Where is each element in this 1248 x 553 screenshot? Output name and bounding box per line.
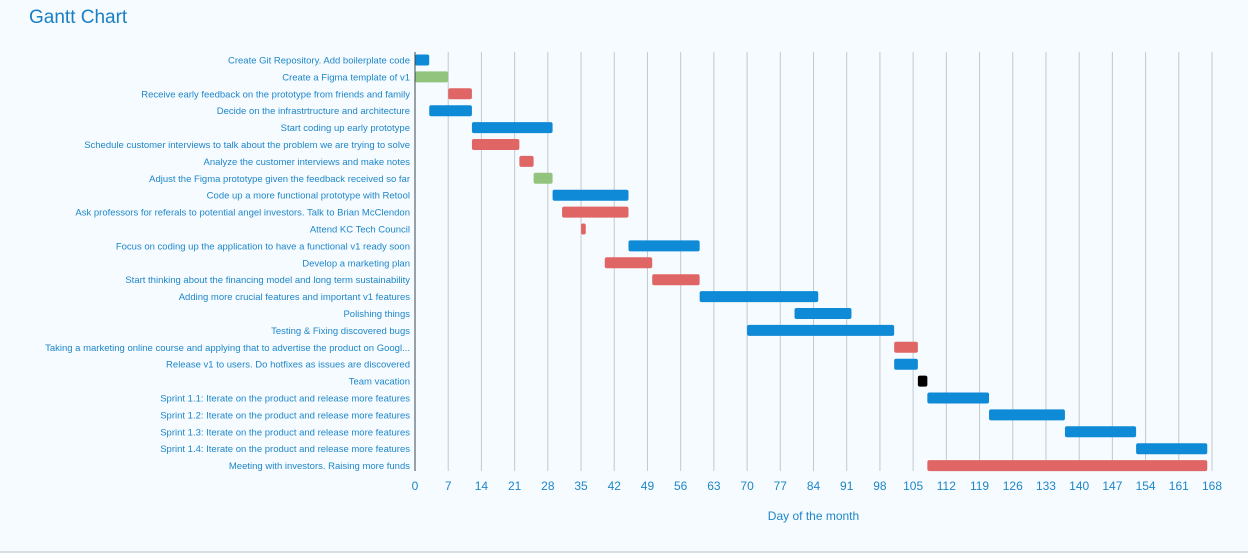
task-label: Sprint 1.3: Iterate on the product and r… [160,427,410,438]
task-bar[interactable] [429,105,472,117]
task-label: Start thinking about the financing model… [125,275,410,286]
task-bar[interactable] [471,122,553,134]
task-bar[interactable] [794,308,852,319]
task-bar[interactable] [699,291,819,303]
task-bar[interactable] [1136,443,1208,455]
task-label: Meeting with investors. Raising more fun… [229,461,410,472]
x-tick-label: 154 [1136,479,1156,493]
task-label: Create a Figma template of v1 [282,72,410,83]
x-tick-label: 49 [641,479,655,493]
task-label: Receive early feedback on the prototype … [141,89,410,100]
task-bar[interactable] [628,240,700,252]
x-axis-title: Day of the month [768,509,859,523]
task-bar[interactable] [917,375,928,387]
task-label: Polishing things [343,309,410,320]
bottom-border [0,551,1248,553]
task-bar[interactable] [652,274,700,286]
task-bar[interactable] [747,324,895,336]
task-label: Testing & Fixing discovered bugs [271,326,410,337]
x-tick-label: 161 [1169,479,1189,493]
x-tick-label: 63 [707,479,721,493]
x-tick-label: 35 [574,479,588,493]
task-label: Sprint 1.1: Iterate on the product and r… [160,394,410,405]
x-tick-label: 21 [508,479,522,493]
x-tick-label: 119 [970,479,989,493]
task-label: Ask professors for referals to potential… [75,208,410,219]
x-tick-label: 91 [840,479,854,493]
task-bar[interactable] [415,54,430,66]
task-bar[interactable] [1064,426,1137,438]
x-tick-label: 105 [903,479,923,493]
x-tick-label: 84 [807,479,821,493]
x-tick-label: 0 [412,479,419,493]
task-bars [415,54,1208,472]
task-bar[interactable] [989,409,1065,421]
task-label: Develop a marketing plan [302,258,410,269]
x-tick-label: 42 [608,479,622,493]
task-bar[interactable] [552,189,629,201]
x-tick-label: 28 [541,479,555,493]
task-bar[interactable] [533,172,553,184]
x-tick-label: 98 [873,479,887,493]
task-label: Adjust the Figma prototype given the fee… [149,174,410,185]
x-tick-label: 70 [740,479,754,493]
task-bar[interactable] [894,358,918,370]
x-tick-label: 147 [1102,479,1122,493]
x-tick-label: 77 [774,479,788,493]
task-labels: Create Git Repository. Add boilerplate c… [45,56,410,473]
x-tick-label: 7 [445,479,452,493]
x-tick-label: 133 [1036,479,1056,493]
task-label: Analyze the customer interviews and make… [204,157,411,168]
task-bar[interactable] [927,460,1208,472]
task-label: Attend KC Tech Council [310,225,410,236]
task-bar[interactable] [894,341,918,353]
grid-lines [447,52,1213,471]
x-tick-label: 56 [674,479,688,493]
task-bar[interactable] [562,206,629,218]
task-bar[interactable] [927,392,990,404]
x-tick-label: 126 [1003,479,1023,493]
task-label: Focus on coding up the application to ha… [116,241,410,252]
x-tick-label: 168 [1202,479,1222,493]
x-tick-label: 14 [475,479,489,493]
task-label: Decide on the infrastrtructure and archi… [217,106,410,117]
task-bar[interactable] [581,223,586,235]
task-bar[interactable] [519,155,534,167]
task-label: Release v1 to users. Do hotfixes as issu… [166,360,410,371]
task-label: Taking a marketing online course and app… [45,343,410,354]
task-label: Team vacation [349,377,410,388]
x-axis-ticks: 0 7 14 21 28 35 42 49 56 63 70 77 84 91 98 105 112 119 126… [412,479,1223,493]
task-bar[interactable] [448,88,472,100]
task-label: Sprint 1.4: Iterate on the product and r… [160,444,410,455]
task-bar[interactable] [604,257,653,269]
task-label: Code up a more functional prototype with… [207,191,410,202]
chart-title: Gantt Chart [29,7,128,28]
x-tick-label: 140 [1069,479,1089,493]
task-label: Sprint 1.2: Iterate on the product and r… [160,410,410,421]
task-label: Adding more crucial features and importa… [179,292,411,303]
task-label: Schedule customer interviews to talk abo… [84,140,410,151]
x-tick-label: 112 [937,479,956,493]
task-bar[interactable] [471,139,520,150]
task-label: Start coding up early prototype [281,123,410,134]
task-label: Create Git Repository. Add boilerplate c… [228,56,410,67]
task-bar[interactable] [415,71,449,83]
